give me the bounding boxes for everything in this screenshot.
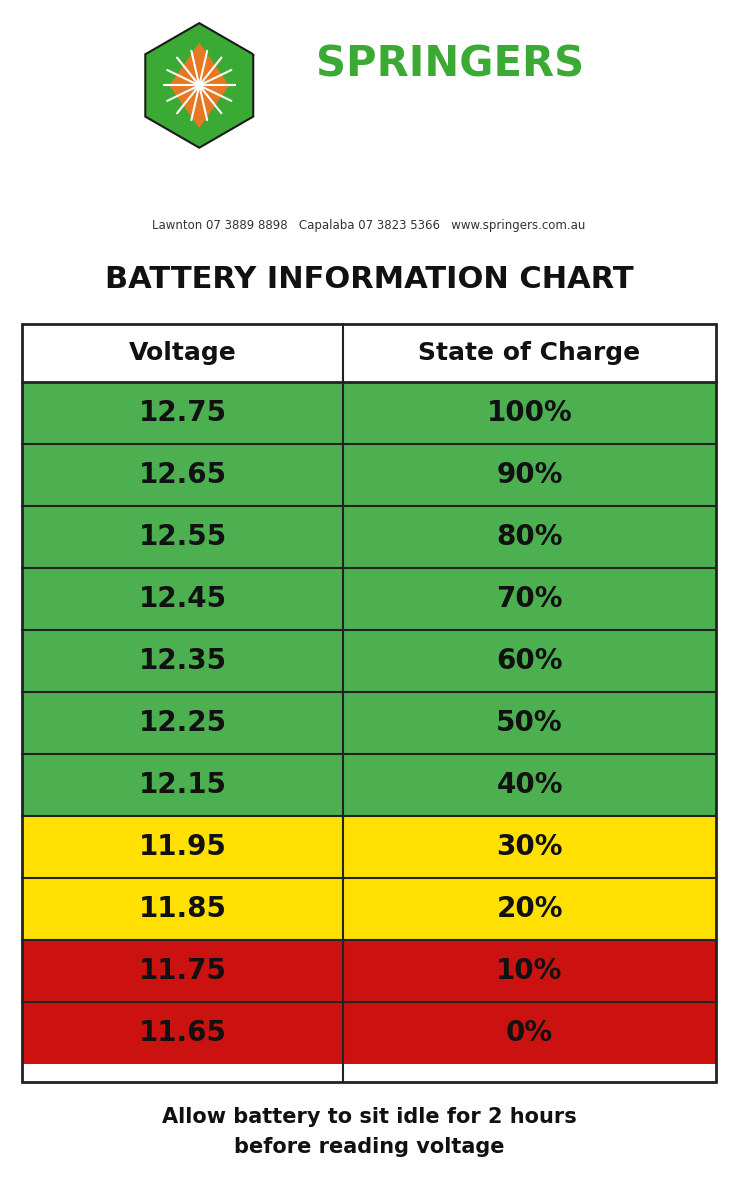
Bar xyxy=(22,754,343,816)
Bar xyxy=(343,506,716,567)
Bar xyxy=(22,324,716,382)
Text: 80%: 80% xyxy=(496,522,563,551)
Bar xyxy=(343,691,716,754)
Text: 60%: 60% xyxy=(496,647,563,675)
Bar xyxy=(343,754,716,816)
Text: 90%: 90% xyxy=(497,461,562,488)
Text: 20%: 20% xyxy=(496,895,563,923)
Text: 100%: 100% xyxy=(486,398,573,427)
Text: Lawnton 07 3889 8898   Capalaba 07 3823 5366   www.springers.com.au: Lawnton 07 3889 8898 Capalaba 07 3823 53… xyxy=(152,220,586,233)
Text: Voltage: Voltage xyxy=(128,340,237,365)
Bar xyxy=(22,940,343,1001)
Bar xyxy=(343,940,716,1001)
Text: 12.45: 12.45 xyxy=(139,585,227,612)
Text: Allow battery to sit idle for 2 hours
before reading voltage: Allow battery to sit idle for 2 hours be… xyxy=(162,1108,576,1157)
Bar xyxy=(343,878,716,940)
Text: BATTERY INFORMATION CHART: BATTERY INFORMATION CHART xyxy=(105,266,633,294)
Text: 70%: 70% xyxy=(496,585,563,612)
Text: 12.35: 12.35 xyxy=(139,647,227,675)
Text: 50%: 50% xyxy=(496,709,563,736)
Bar xyxy=(22,443,343,506)
Text: 11.75: 11.75 xyxy=(139,956,227,985)
Text: 11.65: 11.65 xyxy=(139,1019,227,1047)
Text: 10%: 10% xyxy=(497,956,562,985)
Text: 12.65: 12.65 xyxy=(139,461,227,488)
Polygon shape xyxy=(145,24,253,148)
Bar xyxy=(22,630,343,691)
Text: 40%: 40% xyxy=(496,771,563,799)
Bar xyxy=(22,567,343,630)
Bar xyxy=(343,567,716,630)
Text: 30%: 30% xyxy=(496,832,563,860)
Text: 12.25: 12.25 xyxy=(139,709,227,736)
Text: 12.15: 12.15 xyxy=(139,771,227,799)
Bar xyxy=(343,443,716,506)
Bar xyxy=(343,816,716,878)
Text: ENERGY SYSTEMS: ENERGY SYSTEMS xyxy=(271,186,467,204)
Bar xyxy=(22,816,343,878)
Text: 0%: 0% xyxy=(506,1019,553,1047)
Text: 12.55: 12.55 xyxy=(139,522,227,551)
Bar xyxy=(343,1001,716,1064)
Text: 11.85: 11.85 xyxy=(139,895,227,923)
Text: S O L A R: S O L A R xyxy=(409,119,492,137)
Text: 12.75: 12.75 xyxy=(139,398,227,427)
Text: State of Charge: State of Charge xyxy=(418,340,641,365)
Bar xyxy=(22,324,716,1083)
Bar xyxy=(343,630,716,691)
Bar xyxy=(22,878,343,940)
Bar xyxy=(22,382,343,443)
Bar xyxy=(22,506,343,567)
Text: SPRINGERS: SPRINGERS xyxy=(316,43,584,85)
Polygon shape xyxy=(169,43,230,128)
Bar xyxy=(343,382,716,443)
Text: 11.95: 11.95 xyxy=(139,832,227,860)
Bar xyxy=(22,1001,343,1064)
Bar xyxy=(22,691,343,754)
